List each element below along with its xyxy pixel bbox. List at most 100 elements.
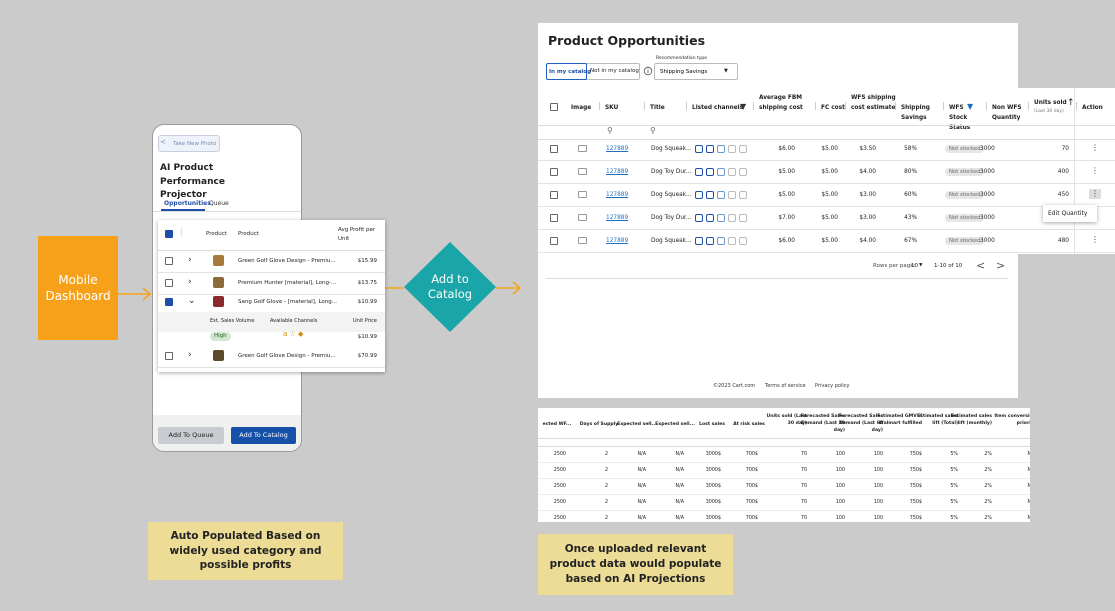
- opportunities-table: Image SKU Title Listed channels ▼ Average FBM…: [538, 88, 1115, 254]
- cell: 80%: [904, 169, 917, 175]
- expand-icon[interactable]: ⌄: [188, 296, 196, 306]
- filter-icon[interactable]: ▼: [740, 102, 747, 111]
- channel-icon: [717, 168, 725, 176]
- channel-icon: [739, 191, 747, 199]
- image-placeholder: [578, 214, 587, 221]
- pagination-bar: [546, 253, 1008, 279]
- checkbox[interactable]: [550, 214, 558, 222]
- cell: $5.00: [821, 146, 838, 152]
- channel-icon: [739, 214, 747, 222]
- cell: $5.00: [821, 169, 838, 175]
- add-to-catalog-button[interactable]: Add To Catalog: [231, 427, 296, 444]
- rows-per-page-value[interactable]: 10: [911, 263, 918, 269]
- checkbox[interactable]: [165, 279, 173, 287]
- toggle-not-in-catalog[interactable]: Not in my catalog: [590, 68, 639, 74]
- cell: N/A: [1027, 516, 1031, 521]
- cell: 58%: [904, 146, 917, 152]
- cell: N/A: [675, 500, 685, 505]
- sku-link[interactable]: 127889: [606, 192, 629, 198]
- checkbox[interactable]: [165, 257, 173, 265]
- cell: $7.00: [778, 215, 795, 221]
- cell: N/A: [637, 484, 647, 489]
- rule: [158, 312, 385, 332]
- sku-link[interactable]: 127889: [606, 169, 629, 175]
- cell: 700$: [745, 468, 758, 473]
- sku-link[interactable]: 127889: [606, 146, 629, 152]
- product-price: $10.99: [357, 299, 377, 305]
- column-header: Days of Supply: [579, 422, 619, 427]
- checkbox[interactable]: [165, 230, 173, 238]
- column-header: At risk sales: [733, 422, 765, 427]
- rule: [538, 446, 1030, 447]
- checkbox[interactable]: [550, 237, 558, 245]
- footer-privacy[interactable]: Privacy policy: [815, 383, 850, 389]
- product-price: $15.99: [357, 258, 377, 264]
- expand-icon[interactable]: ›: [188, 255, 192, 265]
- column-header: Estimated sales lift (Total): [917, 414, 958, 426]
- cell: 2500: [553, 452, 566, 457]
- sku-link[interactable]: 127889: [606, 238, 629, 244]
- next-page[interactable]: >: [996, 259, 1006, 272]
- sku-link[interactable]: 127889: [606, 215, 629, 221]
- row-menu[interactable]: ⋮: [1089, 189, 1101, 199]
- row-menu[interactable]: ⋮: [1091, 235, 1099, 244]
- expand-icon[interactable]: ›: [188, 277, 192, 287]
- cell: 2%: [984, 452, 992, 457]
- recommendation-select[interactable]: Shipping Savings: [654, 63, 738, 80]
- tab-opportunities[interactable]: Opportunities: [164, 200, 211, 207]
- channel-icon: [717, 214, 725, 222]
- cell: 2: [604, 484, 608, 489]
- prev-page[interactable]: <: [976, 259, 986, 272]
- edit-quantity-popup[interactable]: Edit Quantity: [1043, 205, 1098, 223]
- checkbox[interactable]: [550, 168, 558, 176]
- cell: 700$: [745, 484, 758, 489]
- rule: [158, 272, 385, 273]
- channel-icon: [706, 237, 714, 245]
- cell: 750$: [909, 452, 922, 457]
- column-header: Lost sales: [699, 422, 725, 427]
- checkbox[interactable]: [550, 145, 558, 153]
- tab-queue[interactable]: Queue: [209, 200, 229, 207]
- search-icon[interactable]: ⚲: [650, 126, 656, 135]
- column-header: Units sold: [1034, 100, 1067, 106]
- footer-copyright: ©2023 Cart.com: [713, 383, 756, 389]
- rule: [1074, 88, 1075, 254]
- product-thumb: [213, 296, 224, 307]
- detail-price: $10.99: [357, 334, 377, 340]
- info-icon: [643, 66, 653, 76]
- channel-icon: [728, 168, 736, 176]
- back-button[interactable]: Take New Photo: [158, 135, 220, 152]
- sort-icon[interactable]: ↑: [1067, 98, 1075, 108]
- rule: [686, 102, 687, 110]
- expand-icon[interactable]: ›: [188, 350, 192, 360]
- image-placeholder: [578, 191, 587, 198]
- checkbox[interactable]: [550, 103, 558, 111]
- cell: Dog Squeak...: [651, 146, 692, 152]
- rule: [1028, 102, 1029, 110]
- channel-icon: [695, 168, 703, 176]
- filter-icon[interactable]: ▼: [967, 102, 974, 111]
- add-to-queue-button[interactable]: Add To Queue: [158, 427, 224, 444]
- checkbox[interactable]: [165, 298, 173, 306]
- cell: 3000$: [705, 468, 721, 473]
- cell: 100: [873, 468, 883, 473]
- cell: 700$: [745, 516, 758, 521]
- cell: 100: [835, 516, 845, 521]
- search-icon[interactable]: ⚲: [607, 126, 613, 135]
- column-header: Expected sell...: [617, 422, 657, 427]
- row-menu[interactable]: ⋮: [1091, 143, 1099, 152]
- checkbox[interactable]: [550, 191, 558, 199]
- cell: 750$: [909, 468, 922, 473]
- cell: 70: [800, 468, 807, 473]
- toggle-in-catalog[interactable]: In my catalog: [546, 63, 591, 80]
- row-menu[interactable]: ⋮: [1091, 166, 1099, 175]
- footer-terms[interactable]: Terms of service: [765, 383, 806, 389]
- checkbox[interactable]: [165, 352, 173, 360]
- cell: N/A: [675, 452, 685, 457]
- note-left: Auto Populated Based on widely used cate…: [148, 522, 343, 580]
- cell: 2%: [984, 484, 992, 489]
- rule: [538, 438, 1030, 439]
- cell: N/A: [1027, 484, 1031, 489]
- column-header: ected WF...: [542, 422, 572, 427]
